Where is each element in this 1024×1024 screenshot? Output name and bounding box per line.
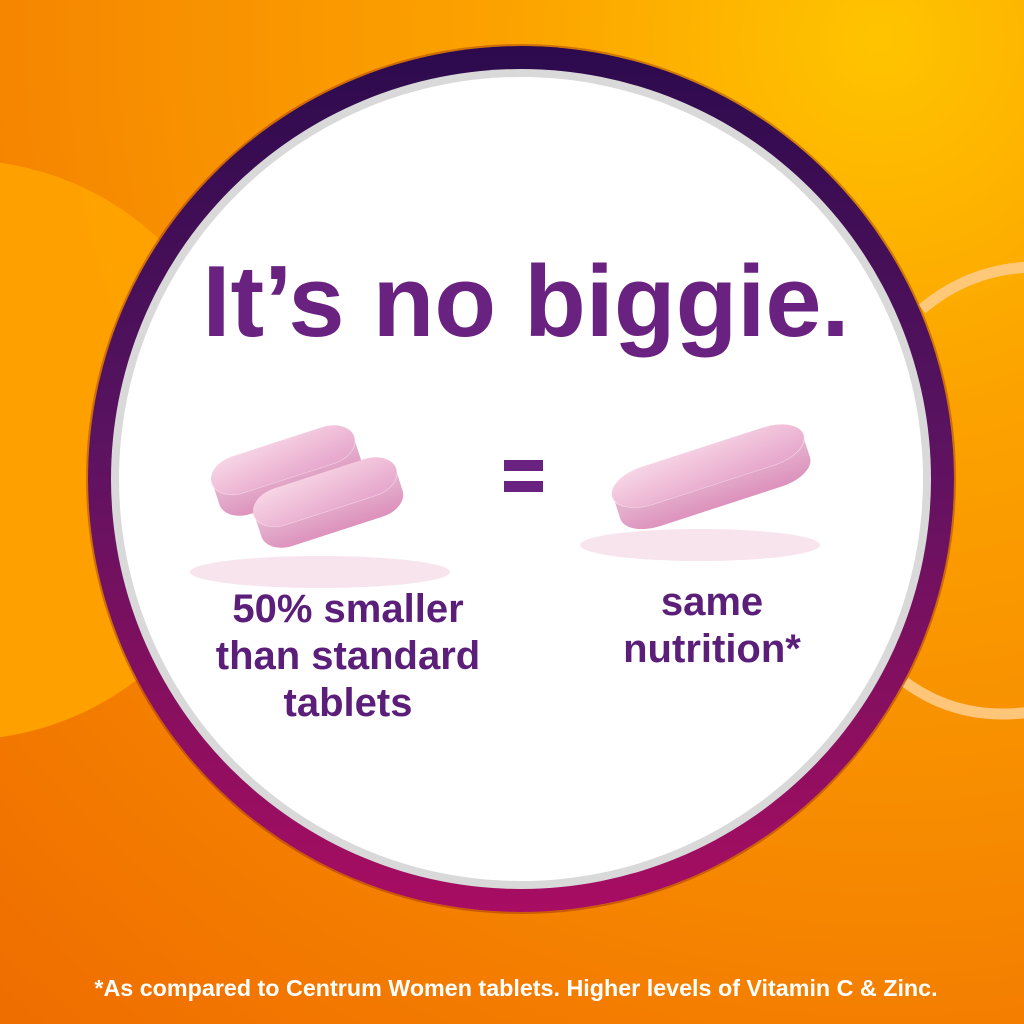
svg-text:It’s no biggie.: It’s no biggie.	[202, 246, 849, 358]
svg-text:nutrition*: nutrition*	[623, 627, 801, 671]
svg-text:than standard: than standard	[216, 634, 480, 678]
svg-text:*As compared to Centrum Women: *As compared to Centrum Women tablets. H…	[94, 975, 937, 1001]
svg-text:tablets: tablets	[284, 681, 413, 725]
svg-text:same: same	[661, 580, 763, 624]
svg-text:50% smaller: 50% smaller	[232, 587, 463, 631]
